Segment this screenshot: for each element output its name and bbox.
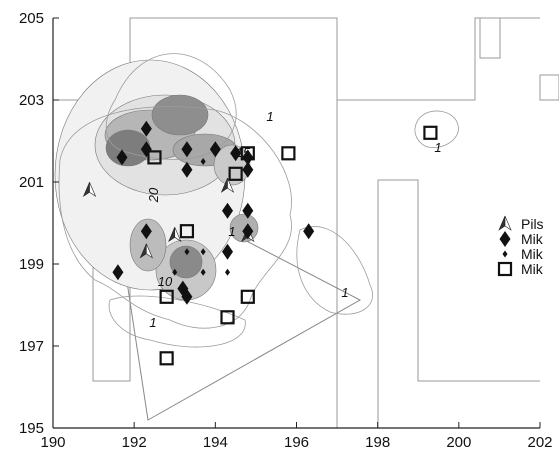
x-tick-label: 198 (365, 434, 390, 451)
point-small-diamond-5 (200, 268, 206, 276)
grid-block-small-1 (479, 17, 501, 59)
y-tick-label: 201 (19, 174, 44, 191)
legend-marker-1 (499, 231, 511, 247)
legend-marker-3 (497, 261, 513, 277)
point-open-square-5 (179, 224, 195, 239)
point-large-diamond-3 (181, 141, 193, 158)
contour-line-ne (414, 110, 459, 148)
series-1-large-diamond (112, 120, 315, 305)
point-arrowhead-3 (220, 177, 235, 193)
markers (82, 120, 438, 366)
contour-label-2: 1 (149, 315, 156, 330)
y-tick-label: 205 (19, 10, 44, 27)
point-small-diamond-0 (184, 149, 190, 157)
contour-line-east (296, 226, 373, 315)
contour-label-1: 1 (434, 140, 441, 155)
legend-label-1: Mik (521, 231, 544, 247)
point-large-diamond-0 (140, 120, 152, 137)
point-large-diamond-8 (242, 161, 254, 178)
density-west (129, 218, 167, 272)
point-large-diamond-14 (303, 223, 315, 240)
point-large-diamond-13 (242, 223, 254, 240)
point-open-square-8 (220, 310, 235, 325)
y-tick-label: 199 (19, 256, 44, 273)
point-small-diamond-3 (200, 248, 206, 256)
contour-background (53, 17, 559, 428)
contour-label-7: 1 (228, 224, 235, 239)
point-small-diamond-4 (172, 268, 178, 276)
point-open-square-6 (240, 289, 255, 304)
point-large-diamond-17 (181, 288, 193, 305)
contour-line-outer (58, 106, 292, 329)
contour-label-0: 1 (266, 109, 273, 124)
point-small-diamond-6 (225, 268, 231, 276)
y-tick-label: 195 (19, 420, 44, 437)
point-open-square-7 (159, 289, 174, 304)
contour-line-south (108, 295, 246, 348)
point-arrowhead-1 (139, 243, 154, 259)
point-open-square-2 (281, 146, 296, 161)
x-tick-label: 194 (203, 434, 228, 451)
x-tick-label: 190 (40, 434, 65, 451)
legend-label-3: Mik (521, 261, 544, 277)
y-tick-label: 197 (19, 338, 44, 355)
point-arrowhead-2 (168, 227, 182, 243)
point-open-square-4 (423, 125, 438, 140)
x-tick-label: 202 (527, 434, 552, 451)
point-open-square-3 (228, 166, 243, 181)
series-2-small-diamond (172, 149, 231, 276)
point-open-square-9 (159, 351, 174, 366)
series-3-open-square (147, 125, 438, 366)
point-large-diamond-12 (222, 243, 234, 260)
point-open-square-0 (147, 150, 162, 165)
point-large-diamond-5 (209, 141, 221, 158)
point-large-diamond-10 (242, 202, 254, 219)
point-small-diamond-1 (200, 158, 206, 165)
point-large-diamond-7 (242, 149, 254, 166)
point-large-diamond-9 (222, 202, 234, 219)
contour-label-6: 15 (236, 145, 251, 160)
density-north-2 (151, 94, 209, 136)
point-large-diamond-4 (181, 161, 193, 178)
contour-labels: 1 1 1 1 10 20 15 1 (146, 109, 442, 330)
x-tick-label: 192 (122, 434, 147, 451)
x-tick-label: 196 (284, 434, 309, 451)
grid-block-column (377, 179, 540, 428)
point-large-diamond-15 (112, 264, 124, 281)
legend-marker-2 (502, 250, 508, 258)
point-large-diamond-6 (230, 145, 242, 162)
point-open-square-1 (240, 146, 255, 161)
point-small-diamond-2 (184, 248, 190, 256)
legend-marker-0 (498, 215, 512, 231)
contour-label-4: 10 (158, 274, 173, 289)
contour-label-5: 20 (146, 187, 161, 203)
density-south-core (169, 245, 203, 279)
legend-label-0: Pils (521, 216, 544, 232)
y-tick-label: 203 (19, 92, 44, 109)
point-large-diamond-2 (116, 149, 128, 166)
point-large-diamond-11 (140, 223, 152, 240)
legend-label-2: Mik (521, 246, 544, 262)
x-tick-label: 200 (446, 434, 471, 451)
point-arrowhead-0 (82, 182, 97, 198)
contour-label-3: 1 (341, 285, 348, 300)
grid-block-small-2 (539, 74, 559, 101)
